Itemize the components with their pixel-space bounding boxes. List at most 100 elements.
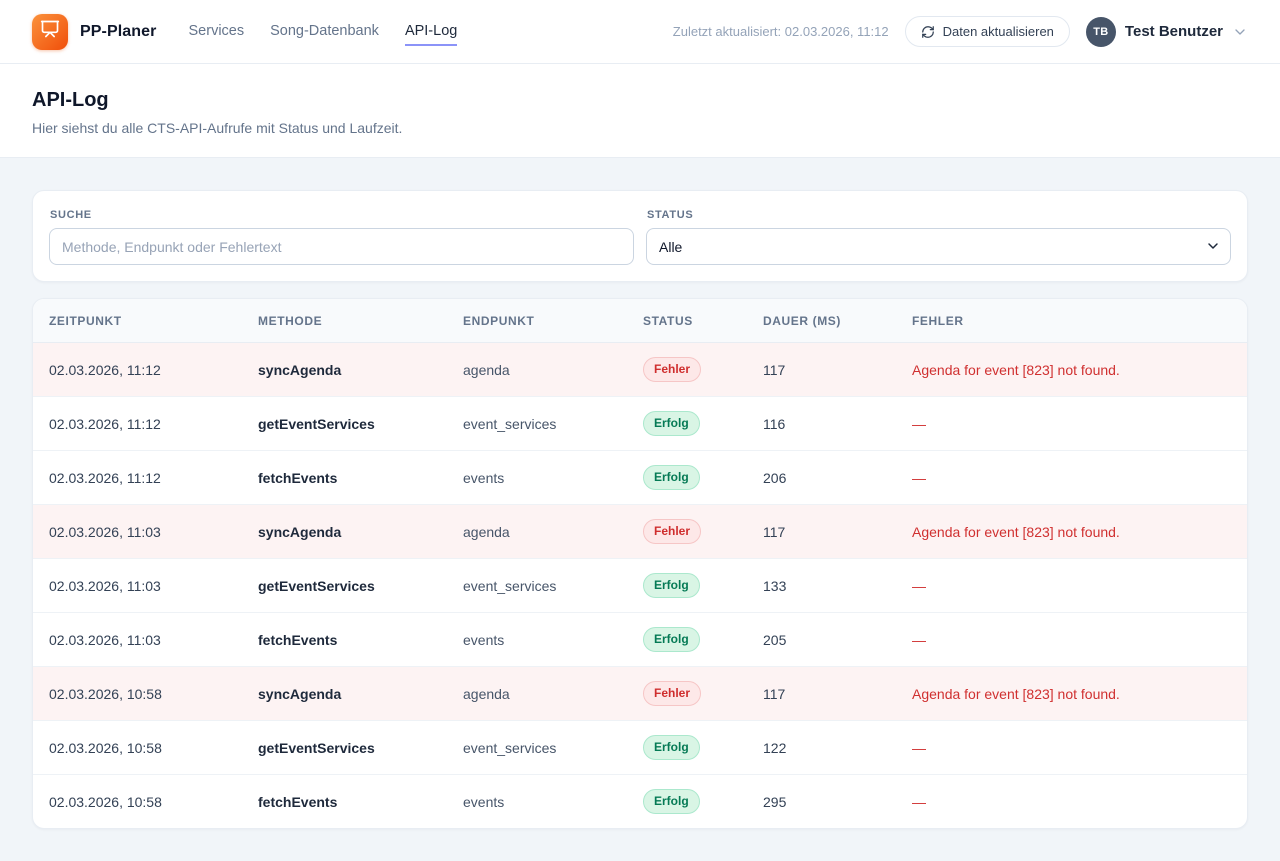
column-header: Endpunkt: [447, 299, 627, 343]
column-header: Methode: [242, 299, 447, 343]
search-input[interactable]: [49, 228, 634, 265]
column-header: Fehler: [896, 299, 1247, 343]
status-badge: Erfolg: [643, 627, 700, 652]
cell-endpunkt: events: [447, 450, 627, 505]
cell-status: Erfolg: [627, 774, 747, 828]
column-header: Zeitpunkt: [33, 299, 242, 343]
status-filter: Status Alle: [646, 207, 1231, 265]
cell-dauer: 122: [747, 720, 896, 775]
cell-zeitpunkt: 02.03.2026, 11:12: [49, 361, 161, 378]
cell-dauer: 295: [747, 774, 896, 828]
search-filter: Suche: [49, 207, 634, 265]
cell-status: Erfolg: [627, 396, 747, 451]
search-label: Suche: [50, 209, 92, 221]
cell-endpunkt: event_services: [447, 396, 627, 451]
user-menu[interactable]: TB Test Benutzer: [1085, 16, 1248, 47]
cell-zeitpunkt: 02.03.2026, 10:58: [33, 720, 242, 775]
column-header: Dauer (ms): [747, 299, 896, 343]
cell-zeitpunkt: 02.03.2026, 11:03: [33, 612, 242, 667]
table-header-row: Zeitpunkt Methode Endpunkt Status Dauer (ms)…: [33, 299, 1247, 343]
cell-endpunkt: events: [447, 612, 627, 667]
status-badge: Erfolg: [643, 465, 700, 490]
status-select-wrap: Alle: [646, 228, 1231, 265]
api-log-table: Zeitpunkt Methode Endpunkt Status Dauer (ms)…: [33, 299, 1247, 828]
table-row: 02.03.2026, 11:03 fetchEvents events Erfolg…: [33, 612, 1247, 667]
cell-zeitpunkt: 02.03.2026, 11:12: [33, 450, 242, 505]
status-badge: Fehler: [643, 519, 702, 544]
cell-endpunkt: agenda: [463, 361, 510, 378]
cell-fehler: —: [896, 612, 1247, 667]
table-row: 02.03.2026, 11:03 getEventServices event_s…: [33, 558, 1247, 613]
cell-dauer: 116: [747, 396, 896, 451]
cell-status: Erfolg: [627, 450, 747, 505]
log-table-body: 02.03.2026, 11:12 syncAgenda agenda Fehler 1…: [33, 342, 1247, 828]
topnav-right: Zuletzt aktualisiert: 02.03.2026, 11:12 …: [673, 16, 1248, 47]
nav-item-song-datenbank[interactable]: Song-Datenbank: [270, 23, 379, 39]
cell-fehler: —: [896, 558, 1247, 613]
presentation-icon: [40, 19, 60, 44]
status-badge: Erfolg: [643, 789, 700, 814]
cell-status: Erfolg: [627, 558, 747, 613]
cell-endpunkt: agenda: [447, 504, 627, 559]
cell-fehler: Agenda for event [823] not found.: [896, 504, 1247, 559]
cell-endpunkt: event_services: [447, 720, 627, 775]
table-row: 02.03.2026, 10:58 fetchEvents events Erfolg…: [33, 774, 1247, 828]
cell-methode: fetchEvents: [242, 450, 447, 505]
cell-methode: getEventServices: [242, 396, 447, 451]
table-head: Zeitpunkt Methode Endpunkt Status Dauer (ms)…: [33, 299, 1247, 343]
main-content: Suche Status Alle: [0, 158, 1280, 861]
cell-zeitpunkt: 02.03.2026, 11:03: [33, 504, 242, 559]
cell-fehler: —: [896, 450, 1247, 505]
nav-item-services[interactable]: Services: [188, 23, 245, 39]
status-badge: Erfolg: [643, 735, 700, 760]
table-row: 02.03.2026, 11:12 syncAgenda agenda Fehler 1…: [33, 342, 1247, 397]
cell-status: Fehler: [627, 666, 747, 721]
top-navigation: PP-Planer Services Song-Datenbank API-Log …: [0, 0, 1280, 64]
cell-dauer: 205: [747, 612, 896, 667]
cell-status: Fehler: [627, 343, 747, 397]
cell-fehler: Agenda for event [823] not found.: [896, 666, 1247, 721]
cell-zeitpunkt: 02.03.2026, 11:03: [33, 558, 242, 613]
cell-endpunkt: events: [447, 774, 627, 828]
column-header: Status: [627, 299, 747, 343]
cell-dauer: 117: [747, 504, 896, 559]
app-logo: [32, 13, 68, 50]
user-name: Test Benutzer: [1124, 23, 1223, 40]
filters-card: Suche Status Alle: [32, 190, 1248, 282]
chevron-down-icon: [1232, 24, 1248, 40]
brand[interactable]: PP-Planer: [32, 13, 157, 50]
refresh-button-label: Daten aktualisieren: [942, 24, 1054, 39]
main-nav: Services Song-Datenbank API-Log: [189, 17, 458, 46]
cell-zeitpunkt: 02.03.2026, 11:12: [33, 396, 242, 451]
refresh-icon: [921, 25, 935, 39]
cell-dauer: 117: [747, 666, 896, 721]
cell-zeitpunkt: 02.03.2026, 10:58: [33, 774, 242, 828]
cell-endpunkt: event_services: [447, 558, 627, 613]
refresh-data-button[interactable]: Daten aktualisieren: [904, 16, 1070, 47]
nav-item-api-log[interactable]: API-Log: [404, 17, 458, 46]
cell-status: Erfolg: [627, 612, 747, 667]
table-row: 02.03.2026, 11:12 getEventServices event_s…: [33, 396, 1247, 451]
cell-dauer: 133: [747, 558, 896, 613]
table-row: 02.03.2026, 11:03 syncAgenda agenda Fehler 1…: [33, 504, 1247, 559]
cell-status: Fehler: [627, 504, 747, 559]
avatar: TB: [1085, 16, 1116, 47]
cell-methode: syncAgenda: [242, 666, 447, 721]
status-badge: Fehler: [643, 681, 702, 706]
page-header: API-Log Hier siehst du alle CTS-API-Aufr…: [0, 64, 1280, 158]
cell-zeitpunkt: 02.03.2026, 10:58: [33, 666, 242, 721]
cell-methode: fetchEvents: [242, 612, 447, 667]
status-badge: Erfolg: [643, 573, 700, 598]
table-row: 02.03.2026, 11:12 fetchEvents events Erfolg…: [33, 450, 1247, 505]
cell-fehler: —: [896, 396, 1247, 451]
cell-methode: getEventServices: [242, 558, 447, 613]
cell-methode: syncAgenda: [258, 361, 342, 378]
status-badge: Erfolg: [643, 411, 700, 436]
page-title: API-Log: [32, 89, 109, 111]
cell-dauer: 117: [763, 361, 786, 378]
cell-fehler: —: [896, 720, 1247, 775]
table-row: 02.03.2026, 10:58 getEventServices event_s…: [33, 720, 1247, 775]
table-row: 02.03.2026, 10:58 syncAgenda agenda Fehler 1…: [33, 666, 1247, 721]
cell-fehler: —: [896, 774, 1247, 828]
status-select[interactable]: Alle: [646, 228, 1231, 265]
